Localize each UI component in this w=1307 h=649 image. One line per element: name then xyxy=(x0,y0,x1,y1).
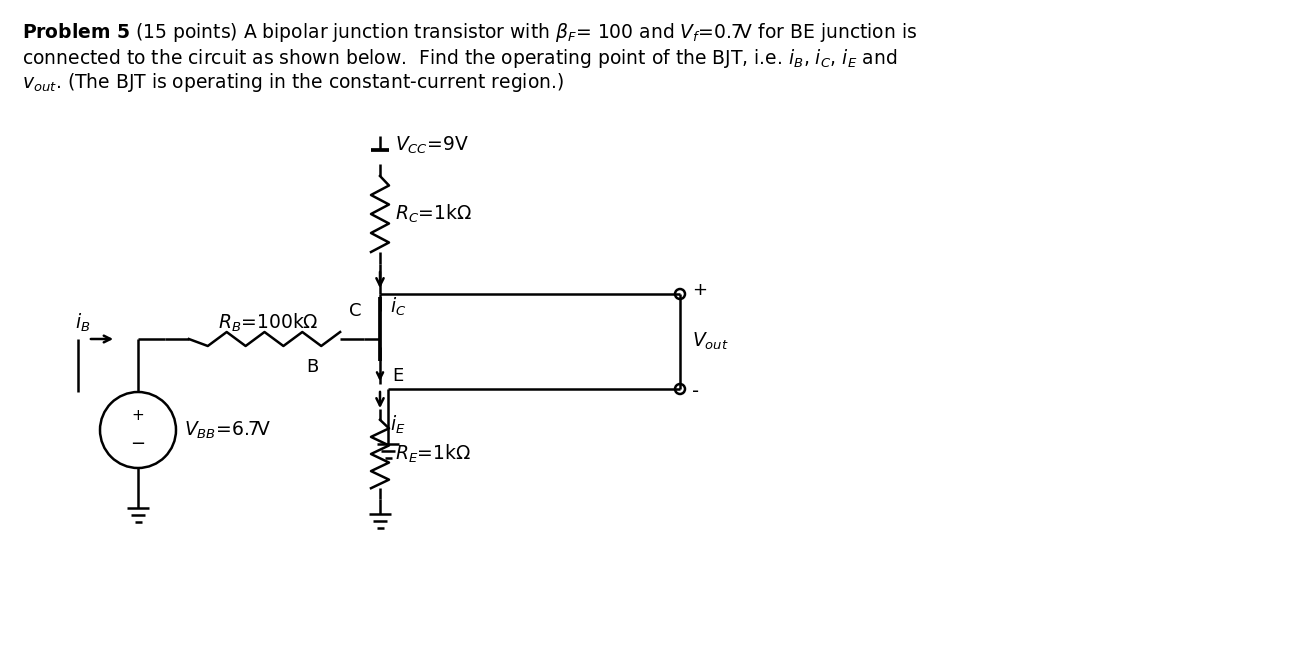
Text: $\mathbf{Problem\ 5}$ (15 points) A bipolar junction transistor with $\beta_F$= : $\mathbf{Problem\ 5}$ (15 points) A bipo… xyxy=(22,21,918,43)
Text: B: B xyxy=(306,358,318,376)
Text: −: − xyxy=(131,435,145,454)
Text: $i_C$: $i_C$ xyxy=(389,296,406,318)
Text: E: E xyxy=(392,367,404,385)
Text: $V_{BB}$=6.7V: $V_{BB}$=6.7V xyxy=(184,419,271,441)
Text: $R_B$=100k$\Omega$: $R_B$=100k$\Omega$ xyxy=(218,312,319,334)
Text: $v_{out}$. (The BJT is operating in the constant-current region.): $v_{out}$. (The BJT is operating in the … xyxy=(22,71,565,95)
Text: $R_E$=1k$\Omega$: $R_E$=1k$\Omega$ xyxy=(395,443,471,465)
Text: $R_C$=1k$\Omega$: $R_C$=1k$\Omega$ xyxy=(395,203,472,225)
Text: C: C xyxy=(349,302,362,320)
Text: $i_E$: $i_E$ xyxy=(389,414,405,436)
Text: $i_B$: $i_B$ xyxy=(76,312,90,334)
Text: +: + xyxy=(691,281,707,299)
Text: +: + xyxy=(132,408,144,423)
Text: connected to the circuit as shown below.  Find the operating point of the BJT, i: connected to the circuit as shown below.… xyxy=(22,47,898,69)
Text: -: - xyxy=(691,382,699,400)
Text: $V_{CC}$=9V: $V_{CC}$=9V xyxy=(395,134,469,156)
Text: $V_{out}$: $V_{out}$ xyxy=(691,331,729,352)
